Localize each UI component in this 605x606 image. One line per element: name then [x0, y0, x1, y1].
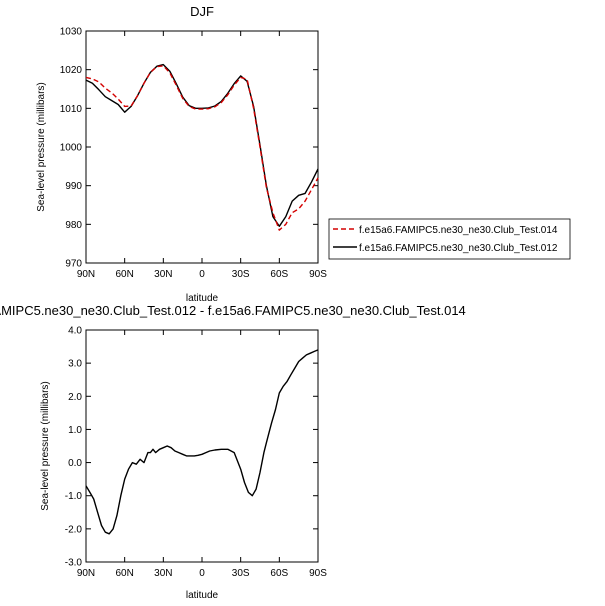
top-x-tick-label: 30N: [154, 269, 172, 280]
legend-label-012: f.e15a6.FAMIPC5.ne30_ne30.Club_Test.012: [359, 243, 558, 254]
top-x-tick-label: 90N: [77, 269, 95, 280]
top-chart: DJF 90N 60N 30N 0 30S 60S 90S 970 980 990 1000 101…: [36, 4, 571, 304]
bottom-chart: f.e15a6.FAMIPC5.ne30_ne30.Club_Test.012 …: [0, 303, 466, 601]
top-y-tick-label: 980: [65, 220, 82, 231]
top-x-tick-label: 30S: [232, 269, 250, 280]
top-chart-frame: [85, 30, 319, 264]
bottom-x-axis-title: latitude: [186, 590, 219, 601]
bottom-y-tick-label: -1.0: [65, 491, 83, 502]
bottom-y-tick-label: -2.0: [65, 524, 83, 535]
bottom-y-tick-label: 0.0: [68, 458, 82, 469]
bottom-y-tick-label: 4.0: [68, 326, 82, 337]
top-x-tick-label: 0: [199, 269, 205, 280]
bottom-y-axis-title: Sea-level pressure (millibars): [40, 381, 51, 510]
bottom-chart-title: f.e15a6.FAMIPC5.ne30_ne30.Club_Test.012 …: [0, 303, 466, 318]
bottom-x-tick-label: 30S: [232, 568, 250, 579]
top-x-tick-label: 60S: [270, 269, 288, 280]
bottom-x-tick-label: 0: [199, 568, 205, 579]
bottom-y-tick-label: 2.0: [68, 392, 82, 403]
top-y-tick-label: 1010: [60, 104, 83, 115]
top-x-axis-title: latitude: [186, 293, 219, 304]
bottom-chart-frame: [85, 329, 319, 563]
top-x-tick-label: 90S: [309, 269, 327, 280]
bottom-series-group: [85, 349, 319, 535]
bottom-x-tick-label: 60S: [270, 568, 288, 579]
top-y-tick-label: 1000: [60, 143, 83, 154]
bottom-y-tick-label: -3.0: [65, 558, 83, 569]
bottom-x-tick-label: 90S: [309, 568, 327, 579]
top-y-tick-label: 990: [65, 181, 82, 192]
legend-box: [328, 218, 571, 260]
top-y-ticks: 970 980 990 1000 1010 1020 1030: [60, 27, 318, 270]
top-x-ticks: 90N 60N 30N 0 30S 60S 90S: [77, 31, 327, 280]
bottom-y-ticks: -3.0 -2.0 -1.0 0.0 1.0 2.0 3.0 4.0: [65, 326, 318, 569]
bottom-x-tick-label: 60N: [115, 568, 133, 579]
top-x-tick-label: 60N: [115, 269, 133, 280]
bottom-x-ticks: 90N 60N 30N 0 30S 60S 90S: [77, 330, 327, 579]
bottom-y-tick-label: 3.0: [68, 359, 82, 370]
legend: f.e15a6.FAMIPC5.ne30_ne30.Club_Test.014 …: [328, 218, 571, 260]
legend-label-014: f.e15a6.FAMIPC5.ne30_ne30.Club_Test.014: [359, 225, 558, 236]
top-chart-title: DJF: [190, 4, 214, 19]
top-series-group: [85, 63, 319, 231]
top-y-tick-label: 1020: [60, 65, 83, 76]
top-y-axis-title: Sea-level pressure (millibars): [36, 82, 47, 211]
bottom-series-line-0: [85, 349, 319, 535]
top-y-tick-label: 970: [65, 259, 82, 270]
bottom-x-tick-label: 90N: [77, 568, 95, 579]
bottom-x-tick-label: 30N: [154, 568, 172, 579]
bottom-y-tick-label: 1.0: [68, 425, 82, 436]
top-series-line-0: [85, 63, 319, 228]
top-y-tick-label: 1030: [60, 27, 83, 38]
top-series-line-1: [85, 65, 319, 231]
